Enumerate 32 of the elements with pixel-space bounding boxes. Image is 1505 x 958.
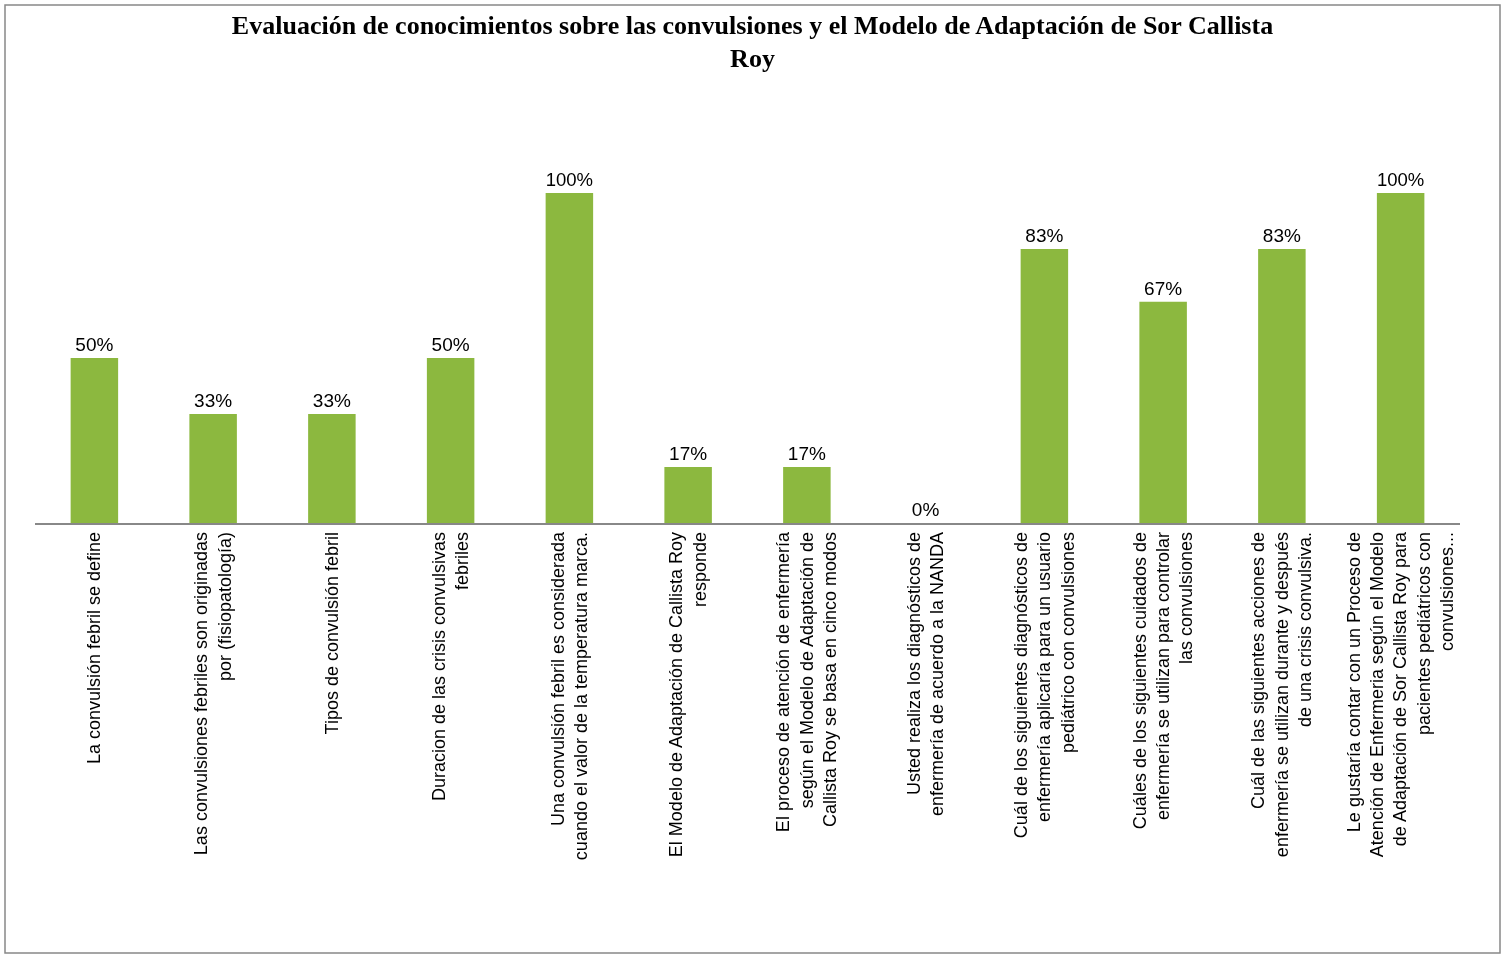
data-label: 100% — [545, 169, 594, 191]
data-label: 67% — [1144, 277, 1183, 299]
data-label: 83% — [1262, 225, 1301, 247]
x-tick-label: La convulsión febril se define — [84, 531, 105, 765]
data-label: 50% — [75, 333, 114, 355]
x-tick-label: El Modelo de Adaptación de Callista Roy responde — [666, 531, 710, 858]
x-tick-label: Le gustaría contar con un Proceso de Atención de Enfermeria según el Modelo de Adaptación de Sor Callista Roy para pacientes pediátricos con convulsiones... — [1343, 530, 1458, 858]
x-tick-label: Duracion de las crisis convulsivas febriles — [428, 531, 473, 802]
bar — [426, 357, 475, 523]
data-label: 17% — [787, 442, 826, 464]
data-label: 17% — [669, 442, 708, 464]
data-label: 50% — [431, 333, 470, 355]
bar — [189, 414, 237, 523]
bar — [1376, 192, 1425, 523]
data-label: 33% — [312, 390, 351, 412]
data-label: 0% — [911, 499, 940, 520]
bar — [545, 192, 594, 523]
bar — [664, 466, 712, 523]
data-label: 100% — [1376, 169, 1425, 191]
bar — [1020, 249, 1069, 523]
bar — [1139, 301, 1187, 523]
x-tick-label: Las convulsiones febriles son originadas por (fisiopatología) — [191, 531, 235, 856]
x-tick-label: Una convulsión febril es considerada cuando el valor de la temperatura marca. — [547, 530, 591, 861]
x-tick-label: Tipos de convulsión febril — [321, 531, 342, 735]
bar — [70, 357, 119, 523]
bar — [308, 414, 356, 523]
x-tick-label: Cuál de las siguientes acciones de enfermería se utilizan durante y después de una crisis convulsiva. — [1248, 531, 1316, 858]
bar — [783, 466, 831, 523]
data-label: 33% — [194, 390, 233, 412]
chart-title: Evaluación de conocimientos sobre las convulsiones y el Modelo de Adaptación de Sor Callista Roy — [231, 10, 1274, 74]
data-label: 83% — [1025, 225, 1064, 247]
bar — [1258, 249, 1306, 523]
